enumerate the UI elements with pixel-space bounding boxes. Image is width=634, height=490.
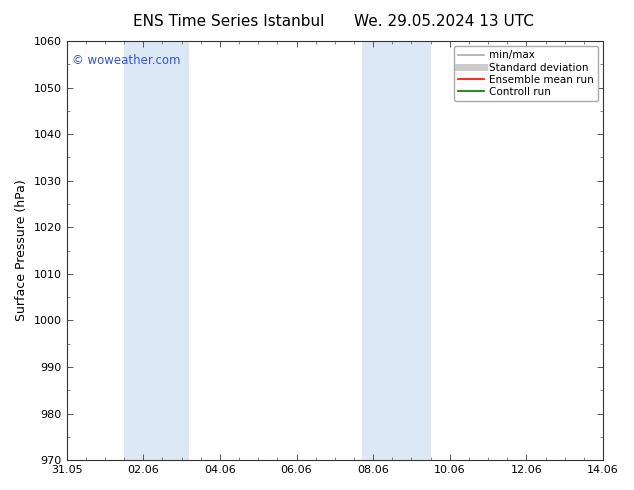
- Y-axis label: Surface Pressure (hPa): Surface Pressure (hPa): [15, 180, 28, 321]
- Legend: min/max, Standard deviation, Ensemble mean run, Controll run: min/max, Standard deviation, Ensemble me…: [453, 46, 598, 101]
- Text: ENS Time Series Istanbul: ENS Time Series Istanbul: [133, 14, 324, 29]
- Bar: [361, 41, 430, 460]
- Text: We. 29.05.2024 13 UTC: We. 29.05.2024 13 UTC: [354, 14, 534, 29]
- Text: © woweather.com: © woweather.com: [72, 53, 181, 67]
- Bar: [124, 41, 189, 460]
